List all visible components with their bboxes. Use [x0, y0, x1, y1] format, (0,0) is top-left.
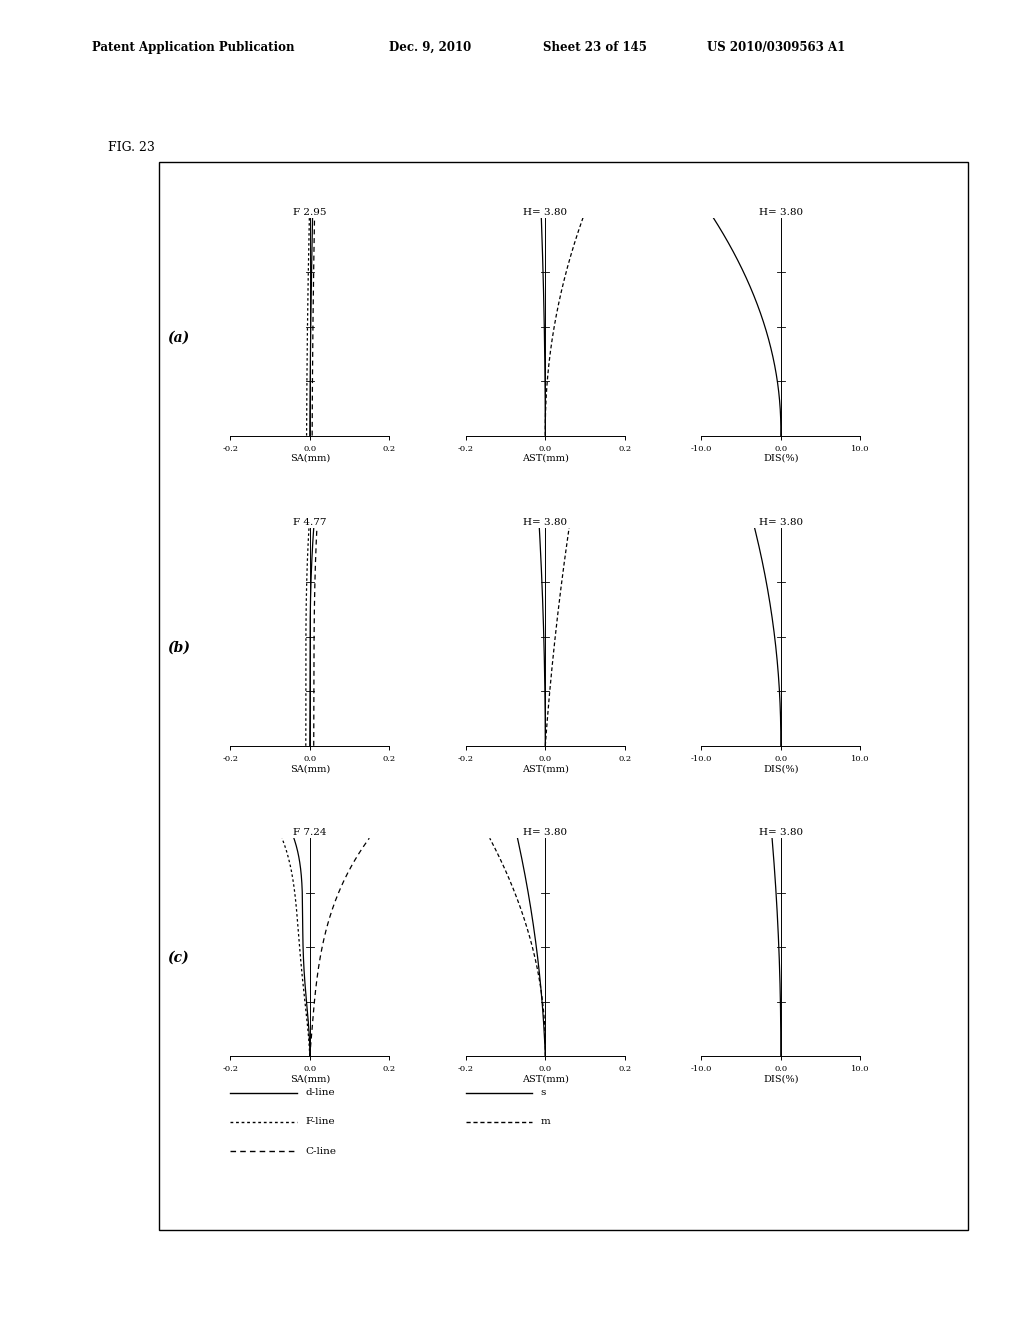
- X-axis label: SA(mm): SA(mm): [290, 764, 330, 774]
- X-axis label: DIS(%): DIS(%): [763, 1074, 799, 1084]
- Text: (a): (a): [167, 330, 189, 345]
- Title: H= 3.80: H= 3.80: [523, 829, 567, 837]
- Text: (c): (c): [167, 950, 188, 965]
- Title: F 4.77: F 4.77: [293, 519, 327, 527]
- Text: Patent Application Publication: Patent Application Publication: [92, 41, 295, 54]
- Text: d-line: d-line: [305, 1089, 335, 1097]
- Title: F 2.95: F 2.95: [293, 209, 327, 216]
- Title: H= 3.80: H= 3.80: [759, 209, 803, 216]
- Text: m: m: [541, 1118, 551, 1126]
- Title: H= 3.80: H= 3.80: [523, 519, 567, 527]
- Text: Dec. 9, 2010: Dec. 9, 2010: [389, 41, 471, 54]
- Text: F-line: F-line: [305, 1118, 335, 1126]
- Text: (b): (b): [167, 640, 189, 655]
- Title: H= 3.80: H= 3.80: [759, 519, 803, 527]
- X-axis label: AST(mm): AST(mm): [522, 764, 568, 774]
- Title: F 7.24: F 7.24: [293, 829, 327, 837]
- X-axis label: SA(mm): SA(mm): [290, 454, 330, 463]
- Text: C-line: C-line: [305, 1147, 336, 1155]
- X-axis label: DIS(%): DIS(%): [763, 454, 799, 463]
- X-axis label: SA(mm): SA(mm): [290, 1074, 330, 1084]
- Text: FIG. 23: FIG. 23: [108, 141, 155, 154]
- X-axis label: AST(mm): AST(mm): [522, 454, 568, 463]
- Text: US 2010/0309563 A1: US 2010/0309563 A1: [707, 41, 845, 54]
- X-axis label: DIS(%): DIS(%): [763, 764, 799, 774]
- Title: H= 3.80: H= 3.80: [523, 209, 567, 216]
- Text: Sheet 23 of 145: Sheet 23 of 145: [543, 41, 646, 54]
- X-axis label: AST(mm): AST(mm): [522, 1074, 568, 1084]
- Title: H= 3.80: H= 3.80: [759, 829, 803, 837]
- Text: s: s: [541, 1089, 546, 1097]
